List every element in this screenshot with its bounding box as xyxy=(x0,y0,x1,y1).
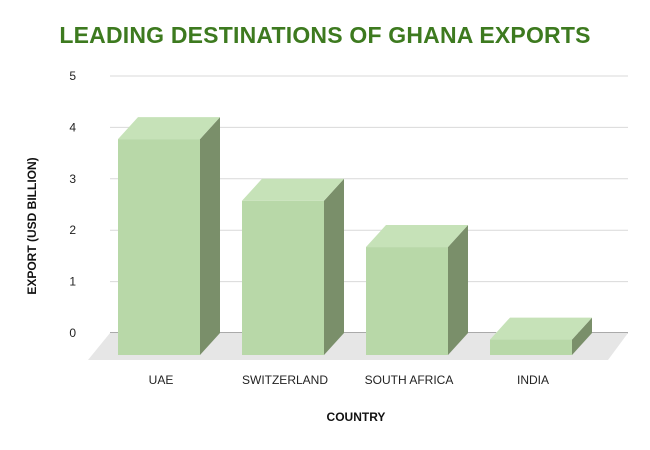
y-tick-label: 2 xyxy=(69,223,76,237)
bar-front xyxy=(242,200,324,355)
x-tick-label: UAE xyxy=(149,373,174,387)
bar xyxy=(242,178,344,355)
y-tick-label: 3 xyxy=(69,172,76,186)
y-axis-title: EXPORT (USD BILLION) xyxy=(25,157,39,294)
y-axis-ticks: 0 1 2 3 4 5 xyxy=(69,69,76,340)
x-tick-label: SOUTH AFRICA xyxy=(365,373,454,387)
x-axis-ticks: UAE SWITZERLAND SOUTH AFRICA INDIA xyxy=(149,373,549,387)
x-tick-label: INDIA xyxy=(517,373,549,387)
bar-top xyxy=(242,178,344,201)
y-tick-label: 4 xyxy=(69,120,76,134)
x-axis-title: COUNTRY xyxy=(327,410,386,424)
y-tick-label: 1 xyxy=(69,275,76,289)
bar-front xyxy=(366,247,448,355)
chart-title: LEADING DESTINATIONS OF GHANA EXPORTS xyxy=(59,22,591,48)
y-tick-label: 5 xyxy=(69,69,76,83)
bar-front xyxy=(118,139,200,355)
bar-top xyxy=(118,117,220,140)
bar-top xyxy=(490,317,592,340)
bar-front xyxy=(490,339,572,355)
bar-top xyxy=(366,225,468,248)
bar-side xyxy=(200,117,220,356)
bar xyxy=(490,317,592,355)
x-tick-label: SWITZERLAND xyxy=(242,373,328,387)
bar xyxy=(366,225,468,355)
bars xyxy=(118,117,592,356)
bar-side xyxy=(572,317,592,355)
bar-side xyxy=(448,225,468,355)
bar-side xyxy=(324,178,344,355)
bar xyxy=(118,117,220,356)
y-tick-label: 0 xyxy=(69,326,76,340)
